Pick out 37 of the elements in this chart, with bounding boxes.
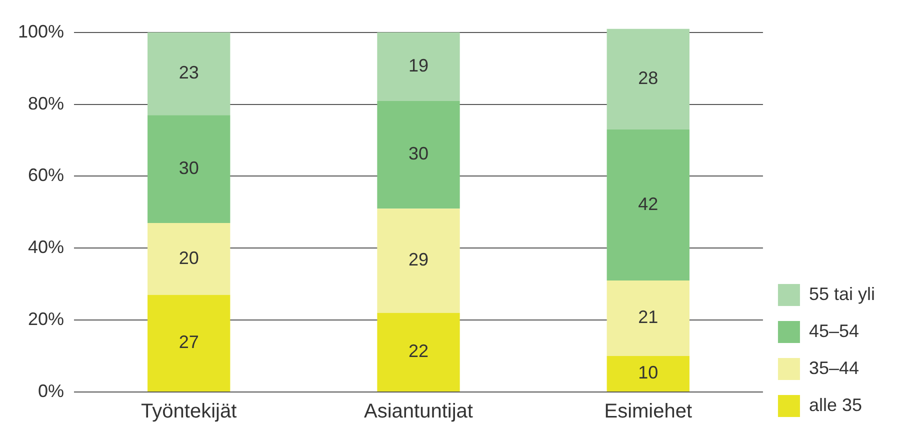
data-label: 10 [638,362,658,383]
x-tick-label: Asiantuntijat [364,400,474,423]
data-label: 30 [178,158,199,178]
legend-label: 35–44 [808,358,860,378]
y-tick-label: 100% [18,21,64,42]
bar [606,356,690,392]
bar [148,115,230,223]
bar [148,294,230,392]
legend-label: 55 tai yli [808,284,876,304]
data-label: 29 [408,250,429,270]
bar [148,32,230,116]
x-tick-label: Esimiehet [604,400,692,423]
data-label: 22 [408,341,429,362]
bar [606,28,690,130]
x-tick-label: Työntekijät [141,400,238,423]
data-label: 19 [408,56,429,76]
bar [148,222,230,295]
data-label: 30 [408,144,429,164]
bar [377,100,460,209]
data-label: 20 [178,248,199,268]
y-tick-label: 40% [28,237,64,258]
y-tick-label: 60% [28,165,64,186]
legend-label: 45–54 [808,320,860,341]
y-tick-label: 20% [28,309,64,330]
data-label: 42 [638,194,658,214]
y-tick-label: 80% [28,93,64,114]
y-tick-label: 0% [38,380,64,401]
data-label: 21 [638,307,658,328]
bar [377,312,460,392]
bar [606,129,690,281]
data-label: 23 [178,62,199,83]
data-label: 28 [638,68,658,88]
bar [606,280,690,356]
data-label: 27 [178,332,199,352]
bar [377,32,460,101]
legend-label: alle 35 [808,394,862,415]
bar [377,208,460,313]
